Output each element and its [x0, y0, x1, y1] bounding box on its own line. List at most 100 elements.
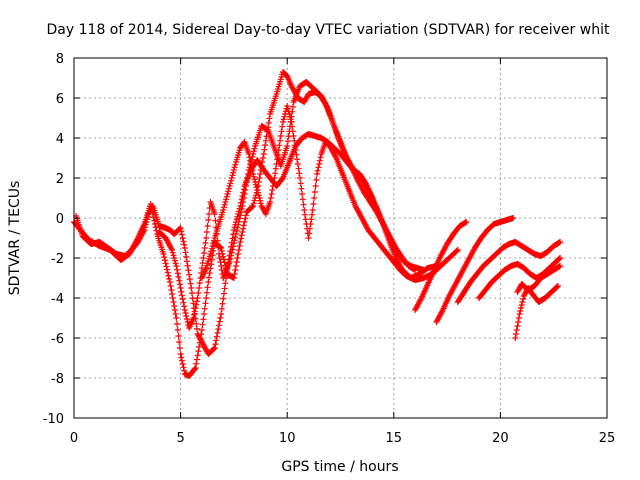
data-point-marker — [314, 167, 321, 174]
data-point-marker — [240, 225, 247, 232]
data-point-marker — [233, 259, 240, 265]
data-point-marker — [312, 183, 319, 189]
data-point-marker — [202, 240, 209, 246]
data-point-marker — [257, 197, 264, 204]
data-point-marker — [178, 288, 185, 295]
data-point-marker — [205, 279, 212, 285]
data-point-marker — [256, 195, 263, 201]
data-point-marker — [238, 209, 245, 216]
data-point-marker — [176, 281, 183, 288]
data-point-marker — [224, 191, 231, 197]
data-point-marker — [225, 185, 232, 192]
data-point-marker — [238, 235, 245, 242]
data-point-marker — [203, 295, 210, 301]
data-point-marker — [222, 199, 229, 205]
data-point-marker — [218, 245, 225, 251]
data-point-marker — [316, 157, 323, 164]
data-point-marker — [274, 156, 281, 163]
data-point-marker — [208, 245, 215, 252]
data-point-marker — [215, 326, 222, 333]
data-point-marker — [246, 154, 253, 161]
data-point-marker — [554, 283, 561, 290]
data-point-marker — [235, 221, 242, 228]
data-point-marker — [176, 339, 183, 345]
data-point-marker — [292, 142, 299, 149]
plot-frame — [73, 57, 608, 419]
data-point-marker — [201, 305, 208, 312]
data-point-marker — [169, 247, 176, 253]
data-point-marker — [249, 203, 256, 210]
data-point-marker — [255, 192, 262, 199]
data-point-marker — [217, 259, 224, 265]
data-point-marker — [557, 263, 564, 269]
data-point-marker — [520, 296, 527, 302]
data-point-marker — [241, 191, 248, 197]
data-point-marker — [181, 245, 188, 251]
data-point-marker — [251, 145, 258, 152]
data-point-marker — [220, 295, 227, 302]
data-point-marker — [163, 263, 170, 270]
data-point-marker — [300, 201, 307, 208]
data-point-marker — [234, 255, 241, 261]
data-point-marker — [271, 175, 278, 181]
data-point-marker — [309, 211, 316, 218]
chart-title: Day 118 of 2014, Sidereal Day-to-day VTE… — [47, 22, 610, 38]
data-point-marker — [186, 271, 193, 278]
data-point-marker — [242, 212, 249, 219]
data-point-marker — [234, 224, 241, 231]
data-point-marker — [232, 161, 239, 168]
data-point-marker — [265, 119, 272, 126]
y-tick-label: 2 — [56, 172, 64, 187]
data-point-marker — [179, 361, 186, 367]
data-point-marker — [294, 156, 301, 163]
data-point-marker — [229, 246, 236, 253]
data-point-marker — [216, 255, 223, 261]
x-axis-label: GPS time / hours — [281, 459, 398, 475]
data-point-marker — [239, 229, 246, 235]
y-tick-label: 6 — [56, 92, 64, 107]
data-point-marker — [194, 295, 201, 301]
data-point-marker — [177, 225, 184, 231]
data-point-marker — [301, 211, 308, 218]
data-point-marker — [218, 263, 225, 269]
data-point-marker — [144, 216, 151, 223]
data-point-marker — [277, 133, 284, 139]
data-point-marker — [273, 161, 280, 167]
data-point-marker — [192, 365, 199, 371]
data-point-marker — [294, 161, 301, 167]
data-point-marker — [179, 231, 186, 238]
data-point-marker — [557, 255, 564, 261]
axis-ticks: 0 5 10 15 20 25 -10 -8 -6 -4 -2 0 2 4 6 8 — [43, 52, 616, 446]
data-point-marker — [205, 217, 212, 223]
data-point-marker — [242, 215, 249, 222]
data-point-marker — [250, 171, 257, 177]
data-point-marker — [309, 207, 316, 213]
data-point-marker — [184, 262, 191, 269]
data-point-marker — [179, 296, 186, 302]
data-point-marker — [193, 320, 200, 327]
data-point-marker — [181, 367, 188, 374]
data-point-marker — [453, 247, 460, 254]
data-point-marker — [179, 357, 186, 364]
data-point-marker — [512, 335, 519, 341]
data-point-marker — [180, 238, 187, 245]
data-point-marker — [230, 169, 237, 176]
data-point-marker — [218, 247, 225, 254]
data-point-marker — [311, 189, 318, 195]
data-point-marker — [280, 116, 287, 123]
data-point-marker — [240, 222, 247, 229]
data-point-marker — [214, 329, 221, 336]
data-point-marker — [201, 311, 208, 317]
data-point-marker — [228, 175, 235, 181]
data-point-marker — [220, 290, 227, 297]
data-point-marker — [188, 285, 195, 291]
data-point-marker — [215, 322, 222, 329]
data-point-marker — [274, 151, 281, 158]
data-point-marker — [285, 108, 292, 115]
y-tick-label: -8 — [51, 372, 64, 387]
data-point-marker — [204, 223, 211, 229]
data-point-marker — [295, 165, 302, 172]
data-point-marker — [184, 319, 191, 325]
